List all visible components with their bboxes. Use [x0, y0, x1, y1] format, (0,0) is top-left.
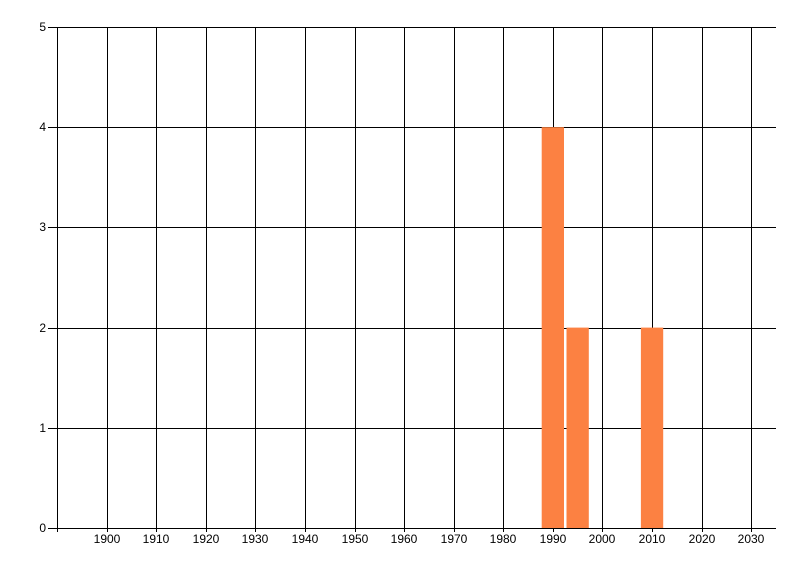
x-tick-label: 1930	[242, 532, 269, 546]
x-tick-label: 2010	[639, 532, 666, 546]
x-tick-label: 2000	[589, 532, 616, 546]
y-tick-label: 1	[39, 421, 46, 435]
x-tick-label: 1970	[441, 532, 468, 546]
y-tick-label: 2	[39, 321, 46, 335]
x-tick-label: 1900	[94, 532, 121, 546]
y-tick-label: 4	[39, 120, 46, 134]
bar	[541, 127, 564, 528]
x-tick-label: 1910	[143, 532, 170, 546]
x-tick-label: 1920	[193, 532, 220, 546]
x-tick-label: 2030	[738, 532, 765, 546]
bar	[640, 327, 664, 528]
x-tick-label: 1950	[342, 532, 369, 546]
bar	[566, 327, 589, 528]
y-tick-label: 0	[39, 521, 46, 535]
x-tick-label: 2020	[689, 532, 716, 546]
y-tick-label: 3	[39, 220, 46, 234]
x-tick-label: 1990	[540, 532, 567, 546]
y-tick-label: 5	[39, 20, 46, 34]
x-tick-label: 1980	[490, 532, 517, 546]
x-tick-label: 1960	[391, 532, 418, 546]
x-tick-label: 1940	[292, 532, 319, 546]
